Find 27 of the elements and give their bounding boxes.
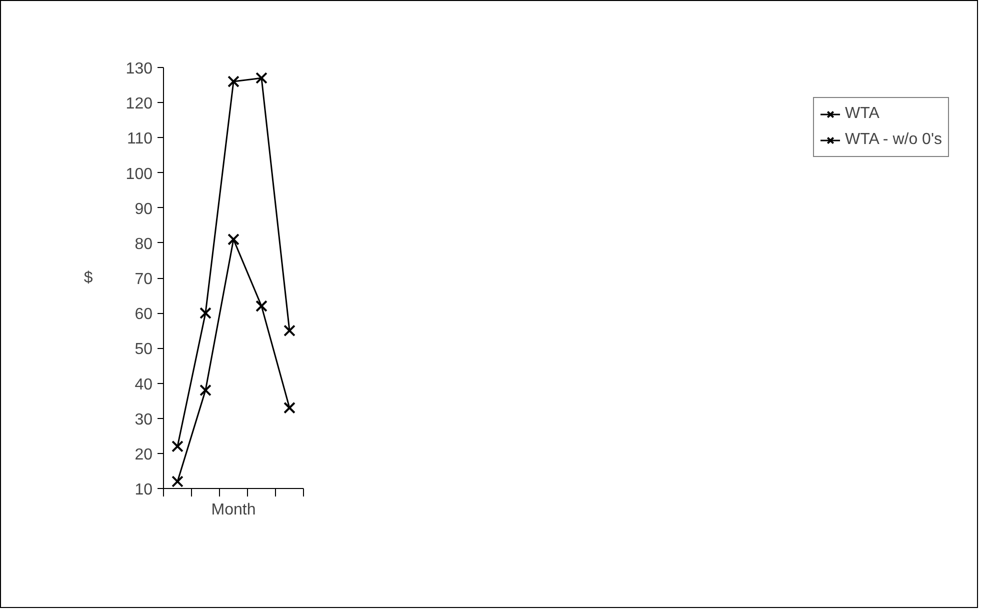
legend-label: WTA (845, 105, 880, 123)
y-tick-label: 20 (134, 446, 153, 464)
y-tick-label: 70 (134, 271, 153, 288)
y-tick-label: 110 (126, 130, 153, 148)
point (200, 384, 212, 396)
point (256, 300, 268, 312)
point (284, 324, 296, 337)
point (172, 440, 184, 452)
point (228, 233, 240, 246)
y-tick-label: 120 (126, 96, 153, 113)
y-tick-label: 10 (134, 482, 153, 498)
y-tick-label: 40 (134, 376, 153, 394)
y-axis-title: $ (84, 270, 93, 286)
y-tick-label: 80 (134, 236, 153, 253)
y-tick-label: 100 (126, 166, 153, 183)
point (256, 72, 268, 84)
y-tick-label: 90 (134, 200, 153, 218)
point (284, 402, 296, 414)
point (228, 76, 240, 88)
point (172, 476, 184, 488)
y-tick-label: 30 (134, 411, 153, 428)
y-tick-label: 130 (126, 60, 153, 78)
point (200, 307, 212, 320)
x-axis-title: Month (211, 502, 256, 518)
y-tick-label: 60 (134, 306, 153, 324)
y-tick-label: 50 (134, 341, 153, 358)
legend-label: WTA - w/o 0's (845, 131, 942, 149)
